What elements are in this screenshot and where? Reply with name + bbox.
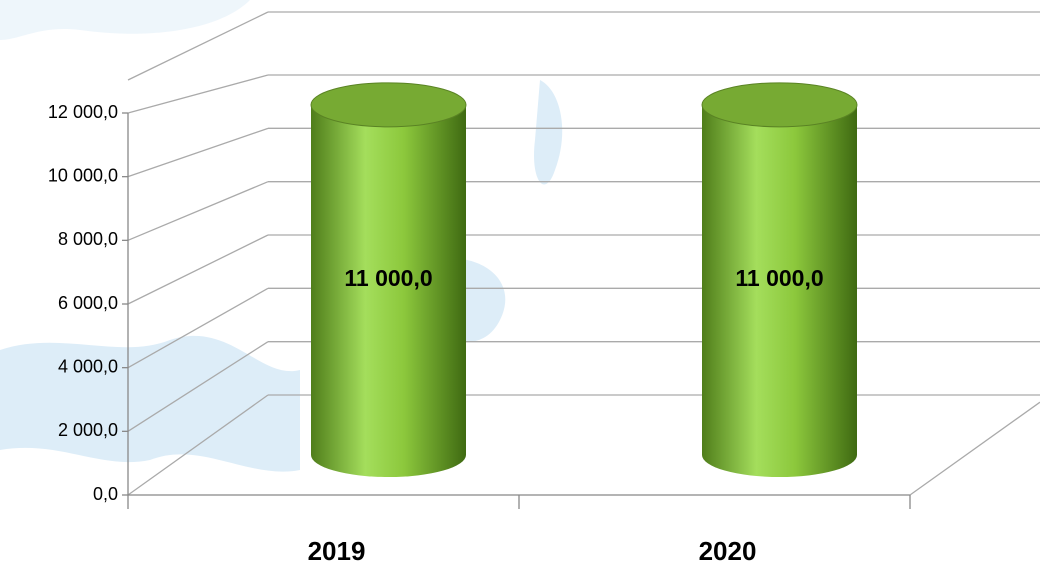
- y-tick-label: 0,0: [93, 484, 118, 504]
- value-label: 11 000,0: [344, 265, 432, 291]
- x-tick-label: 2020: [699, 536, 757, 566]
- grid-line: [127, 394, 269, 496]
- y-tick-label: 12 000,0: [48, 102, 118, 122]
- y-tick-label: 10 000,0: [48, 165, 118, 185]
- bar: [701, 82, 858, 477]
- y-tick-label: 2 000,0: [58, 420, 118, 440]
- grid-line: [127, 74, 269, 114]
- x-tick-label: 2019: [308, 536, 366, 566]
- side-wall-top: [127, 11, 269, 81]
- bar: [310, 82, 467, 477]
- grid-line: [127, 234, 269, 305]
- grid-line: [127, 287, 269, 369]
- y-tick-label: 4 000,0: [58, 356, 118, 376]
- cylinder-top: [701, 82, 858, 128]
- value-label: 11 000,0: [735, 265, 823, 291]
- cylinder-top: [310, 82, 467, 128]
- grid-line: [127, 181, 269, 241]
- grid-line: [127, 341, 269, 432]
- floor-edge: [909, 401, 1040, 496]
- cylinder-body: [702, 104, 857, 477]
- grid-line: [127, 127, 269, 178]
- y-tick-label: 6 000,0: [58, 293, 118, 313]
- y-tick-label: 8 000,0: [58, 229, 118, 249]
- cylinder-body: [311, 104, 466, 477]
